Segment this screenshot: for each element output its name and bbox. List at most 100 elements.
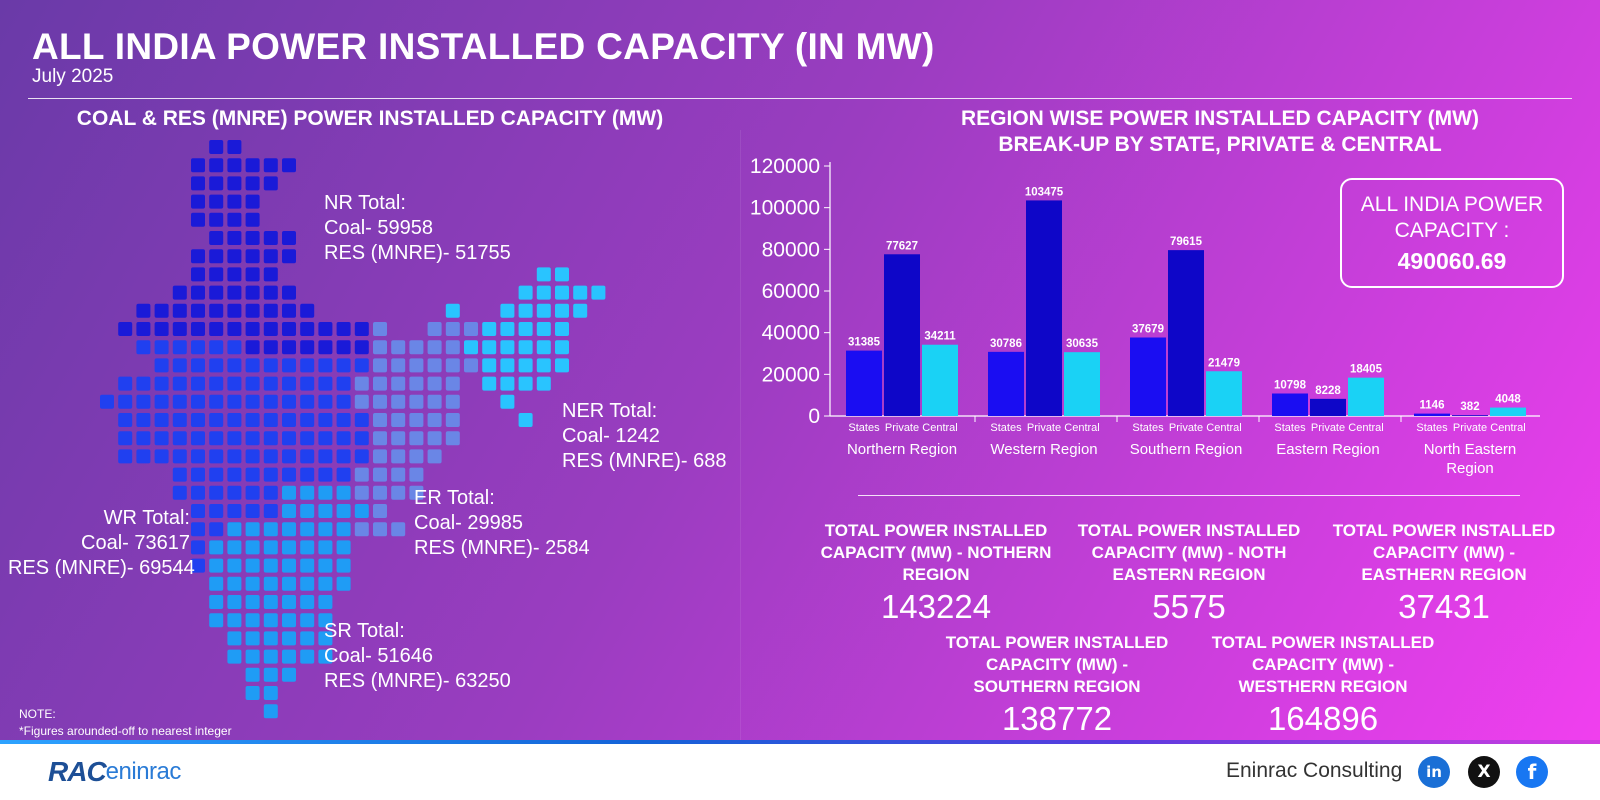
map-tile <box>245 158 260 173</box>
bar-value-label: 77627 <box>886 240 918 252</box>
map-tile <box>136 322 151 336</box>
map-tile <box>336 558 351 573</box>
map-tile <box>209 249 224 264</box>
map-tile <box>172 303 187 318</box>
map-tile <box>427 431 442 446</box>
map-tile <box>191 176 205 191</box>
map-tile <box>536 340 551 355</box>
bar-central <box>1490 407 1526 416</box>
map-tile <box>318 358 333 373</box>
map-tile <box>536 358 551 373</box>
x-subcategory-label: Private <box>885 422 919 434</box>
map-tile <box>263 686 278 700</box>
map-tile <box>318 467 333 482</box>
map-tile <box>209 504 224 518</box>
bar-states <box>846 350 882 416</box>
chart-section-title: REGION WISE POWER INSTALLED CAPACITY (MW… <box>900 106 1540 158</box>
map-tile <box>227 231 242 245</box>
map-tile <box>300 413 315 427</box>
facebook-icon[interactable]: f <box>1516 756 1548 788</box>
map-tile <box>263 576 278 591</box>
map-tile <box>245 322 260 336</box>
card-title: TOTAL POWER INSTALLED CAPACITY (MW) - EA… <box>1332 521 1556 584</box>
map-tile <box>154 431 169 446</box>
map-tile <box>373 376 387 391</box>
map-tile <box>191 158 205 173</box>
logo-mark: RAC <box>48 756 107 787</box>
map-tile <box>354 322 369 336</box>
map-tile <box>263 667 278 682</box>
x-subcategory-label: Central <box>1348 422 1383 434</box>
bar-value-label: 37679 <box>1132 324 1164 336</box>
map-tile <box>245 449 260 464</box>
map-tile <box>227 303 242 318</box>
map-tile <box>227 249 242 264</box>
map-tile <box>282 449 296 464</box>
bar-private <box>884 254 920 416</box>
map-tile <box>555 285 569 300</box>
map-tile <box>282 467 296 482</box>
x-subcategory-label: Central <box>922 422 957 434</box>
map-tile <box>263 431 278 446</box>
map-tile <box>209 340 224 355</box>
x-subcategory-label: Central <box>1206 422 1241 434</box>
map-tile <box>555 358 569 373</box>
map-tile <box>209 558 224 573</box>
map-tile <box>282 522 296 537</box>
map-tile <box>336 394 351 409</box>
map-tile <box>245 467 260 482</box>
map-tile <box>191 467 205 482</box>
eninrac-logo[interactable]: RAC eninrac <box>48 756 181 788</box>
map-tile <box>245 522 260 537</box>
x-subcategory-label: States <box>990 422 1022 434</box>
map-tile <box>482 376 497 391</box>
footnote: NOTE: *Figures arounded-off to nearest i… <box>19 706 232 740</box>
map-tile <box>336 449 351 464</box>
map-tile <box>227 140 242 154</box>
map-tile <box>227 540 242 555</box>
bar-value-label: 1146 <box>1420 400 1445 412</box>
map-tile <box>209 376 224 391</box>
map-tile <box>245 303 260 318</box>
map-tile <box>172 449 187 464</box>
map-tile <box>300 303 315 318</box>
total-card-eastern: TOTAL POWER INSTALLED CAPACITY (MW) - EA… <box>1324 520 1564 626</box>
map-tile <box>354 340 369 355</box>
map-tile <box>227 413 242 427</box>
linkedin-icon[interactable]: in <box>1418 756 1450 788</box>
map-tile <box>245 558 260 573</box>
map-tile <box>209 176 224 191</box>
map-tile <box>445 394 460 409</box>
map-tile <box>500 303 515 318</box>
map-tile <box>427 340 442 355</box>
map-tile <box>555 340 569 355</box>
map-tile <box>300 522 315 537</box>
map-tile <box>263 249 278 264</box>
map-tile <box>300 540 315 555</box>
map-tile <box>373 504 387 518</box>
map-tile <box>136 449 151 464</box>
map-tile <box>154 358 169 373</box>
map-tile <box>263 231 278 245</box>
map-tile <box>154 376 169 391</box>
map-tile <box>318 595 333 609</box>
sr-total-label: SR Total: Coal- 51646 RES (MNRE)- 63250 <box>324 619 511 694</box>
map-tile <box>263 285 278 300</box>
ner-name: NER Total: <box>562 400 658 422</box>
map-tile <box>227 485 242 500</box>
map-tile <box>263 303 278 318</box>
x-icon[interactable]: X <box>1468 756 1500 788</box>
map-tile <box>409 467 424 482</box>
map-tile <box>209 467 224 482</box>
map-tile <box>227 267 242 282</box>
map-tile <box>373 431 387 446</box>
map-tile <box>300 394 315 409</box>
map-tile <box>409 340 424 355</box>
map-tile <box>227 449 242 464</box>
x-subcategory-label: Private <box>1169 422 1203 434</box>
map-tile <box>245 212 260 227</box>
map-tile <box>391 376 406 391</box>
map-tile <box>172 340 187 355</box>
x-category-label: Northern Region <box>847 441 957 458</box>
map-tile <box>573 285 588 300</box>
